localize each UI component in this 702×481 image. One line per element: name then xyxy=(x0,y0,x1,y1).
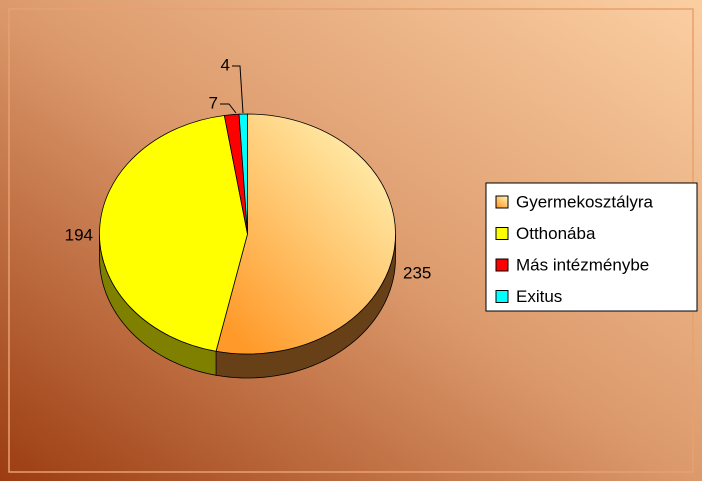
legend-label: Exitus xyxy=(516,287,562,306)
data-label: 4 xyxy=(221,55,230,74)
pie-slice xyxy=(215,113,396,355)
legend-label: Más intézménybe xyxy=(516,255,649,274)
pie xyxy=(99,113,396,379)
data-label: 7 xyxy=(209,93,218,112)
leader-line xyxy=(220,103,237,114)
legend-swatch xyxy=(495,195,509,209)
legend-label: Otthonába xyxy=(516,224,596,243)
data-label: 235 xyxy=(403,263,431,282)
data-label: 194 xyxy=(65,225,93,244)
legend xyxy=(485,182,698,312)
legend-swatch xyxy=(495,258,509,272)
legend-swatch xyxy=(495,227,509,240)
pie-slice xyxy=(238,113,248,235)
legend-swatch xyxy=(495,290,509,303)
pie-slice xyxy=(99,115,248,352)
legend-label: Gyermekosztályra xyxy=(516,192,654,211)
leader-line xyxy=(232,65,244,114)
